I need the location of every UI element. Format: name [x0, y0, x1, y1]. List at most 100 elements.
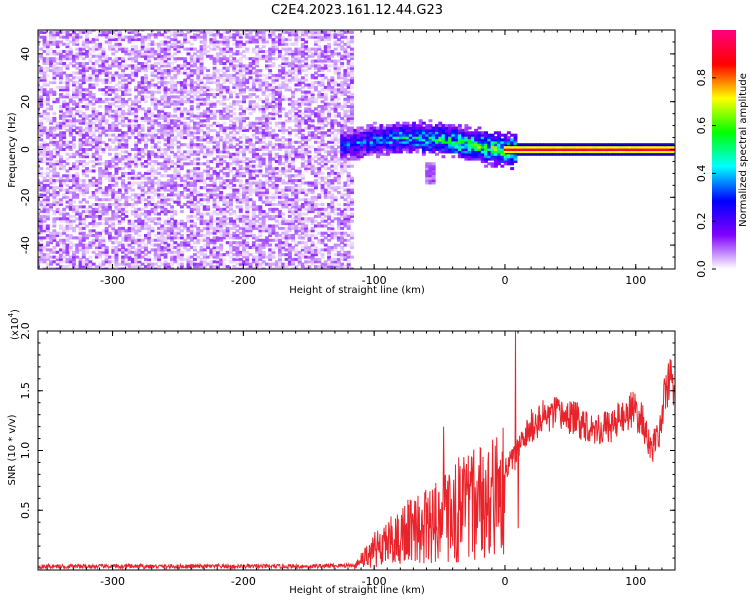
spectrogram-cell [265, 243, 269, 247]
spectrogram-cell [101, 30, 106, 34]
spectrogram-cell [202, 45, 207, 49]
spectrogram-cell [91, 210, 96, 214]
spectrogram-cell [170, 222, 174, 226]
spectrogram-cell [199, 40, 204, 44]
spectrogram-cell [104, 119, 109, 123]
spectrogram-cell [166, 226, 171, 230]
spectrogram-cell [130, 52, 135, 56]
spectrogram-cell [62, 42, 67, 46]
spectrogram-cell [62, 136, 67, 140]
spectrogram-cell [265, 226, 269, 230]
spectrogram-cell [229, 243, 233, 247]
spectrogram-cell [235, 253, 240, 257]
spectrogram-cell [206, 188, 210, 192]
spectrogram-cell [287, 174, 292, 178]
spectrogram-cell [265, 174, 269, 178]
spectrogram-cell [166, 52, 171, 56]
spectrogram-cell [114, 260, 119, 264]
spectrogram-cell [179, 183, 184, 187]
spectrogram-cell [52, 231, 57, 235]
spectrogram-cell [124, 131, 129, 135]
spectrogram-cell [59, 71, 63, 75]
spectrogram-cell [294, 116, 299, 120]
spectrogram-cell [202, 243, 207, 247]
spectrogram-cell [72, 121, 76, 125]
spectrogram-cell [98, 203, 103, 206]
spectrogram-cell [294, 174, 299, 178]
spectrogram-cell [251, 222, 256, 226]
spectrogram-cell [170, 267, 174, 269]
spectrogram-cell [196, 33, 201, 37]
spectrogram-cell [134, 121, 139, 125]
spectrogram-cell [281, 38, 286, 42]
spectrogram-cell [215, 121, 220, 125]
spectrogram-cell [193, 198, 197, 202]
spectrogram-cell [294, 40, 299, 44]
spectrogram-cell [62, 126, 67, 130]
spectrogram-cell [114, 88, 119, 92]
spectrogram-cell [98, 191, 103, 194]
spectrogram-cell [179, 114, 184, 118]
spectrogram-cell [173, 171, 178, 175]
spectrogram-cell [108, 97, 112, 101]
spectrogram-cell [209, 193, 214, 197]
spectrogram-cell [127, 126, 132, 130]
spectrogram-cell [108, 231, 112, 235]
spectrogram-cell [72, 95, 76, 99]
spectrogram-cell [134, 100, 139, 104]
spectrogram-cell [232, 222, 237, 226]
spectrogram-cell [39, 246, 44, 249]
spectrogram-cell [199, 45, 204, 49]
spectrogram-cell [117, 128, 122, 132]
spectrogram-cell [85, 121, 89, 125]
spectrogram-cell [160, 236, 165, 240]
spectrogram-cell [144, 35, 148, 39]
spectrogram-cell [140, 107, 145, 111]
spectrogram-cell [206, 150, 210, 154]
spectrogram-cell [117, 97, 122, 101]
spectrogram-cell [255, 102, 260, 106]
spectrogram-cell [258, 116, 263, 120]
spectrogram-cell [65, 66, 70, 70]
spectrogram-cell [101, 229, 106, 233]
spectrogram-cell [278, 35, 282, 39]
spectrogram-cell [274, 234, 279, 237]
spectrogram-cell [147, 54, 152, 58]
spectrogram-cell [38, 95, 40, 99]
spectrogram-cell [209, 140, 214, 144]
spectrogram-cell [68, 191, 73, 194]
spectrogram-cell [38, 214, 40, 218]
spectrogram-cell [271, 107, 276, 111]
spectrogram-cell [42, 81, 47, 85]
spectrogram-cell [94, 234, 99, 237]
spectrogram-cell [166, 138, 171, 142]
spectrogram-cell [98, 176, 103, 180]
spectrogram-cell [127, 157, 132, 161]
spectrogram-cell [65, 114, 70, 118]
spectrogram-cell [176, 126, 181, 130]
spectrogram-cell [72, 100, 76, 104]
spectrogram-cell [49, 241, 53, 245]
spectrogram-cell [144, 198, 148, 202]
spectrogram-cell [39, 138, 44, 142]
spectrogram-cell [297, 241, 302, 245]
spectrogram-cell [297, 102, 302, 106]
spectrogram-cell [147, 217, 152, 221]
spectrogram-cell [114, 83, 119, 87]
spectrogram-cell [294, 241, 299, 245]
spectrogram-cell [193, 224, 197, 228]
spectrogram-cell [225, 253, 230, 257]
spectrogram-cell [55, 121, 60, 125]
spectrogram-cell [52, 116, 57, 120]
spectrogram-cell [65, 52, 70, 56]
spectrogram-cell [75, 212, 80, 216]
spectrogram-cell [134, 265, 139, 269]
spectrogram-cell [265, 131, 269, 135]
spectrogram-cell [189, 114, 194, 118]
spectrogram-cell [242, 83, 246, 87]
spectrogram-cell [261, 226, 266, 230]
spectrogram-cell [242, 81, 246, 85]
spectrogram-cell [81, 133, 86, 137]
spectrogram-cell [68, 200, 73, 204]
spectrogram-cell [147, 265, 152, 269]
